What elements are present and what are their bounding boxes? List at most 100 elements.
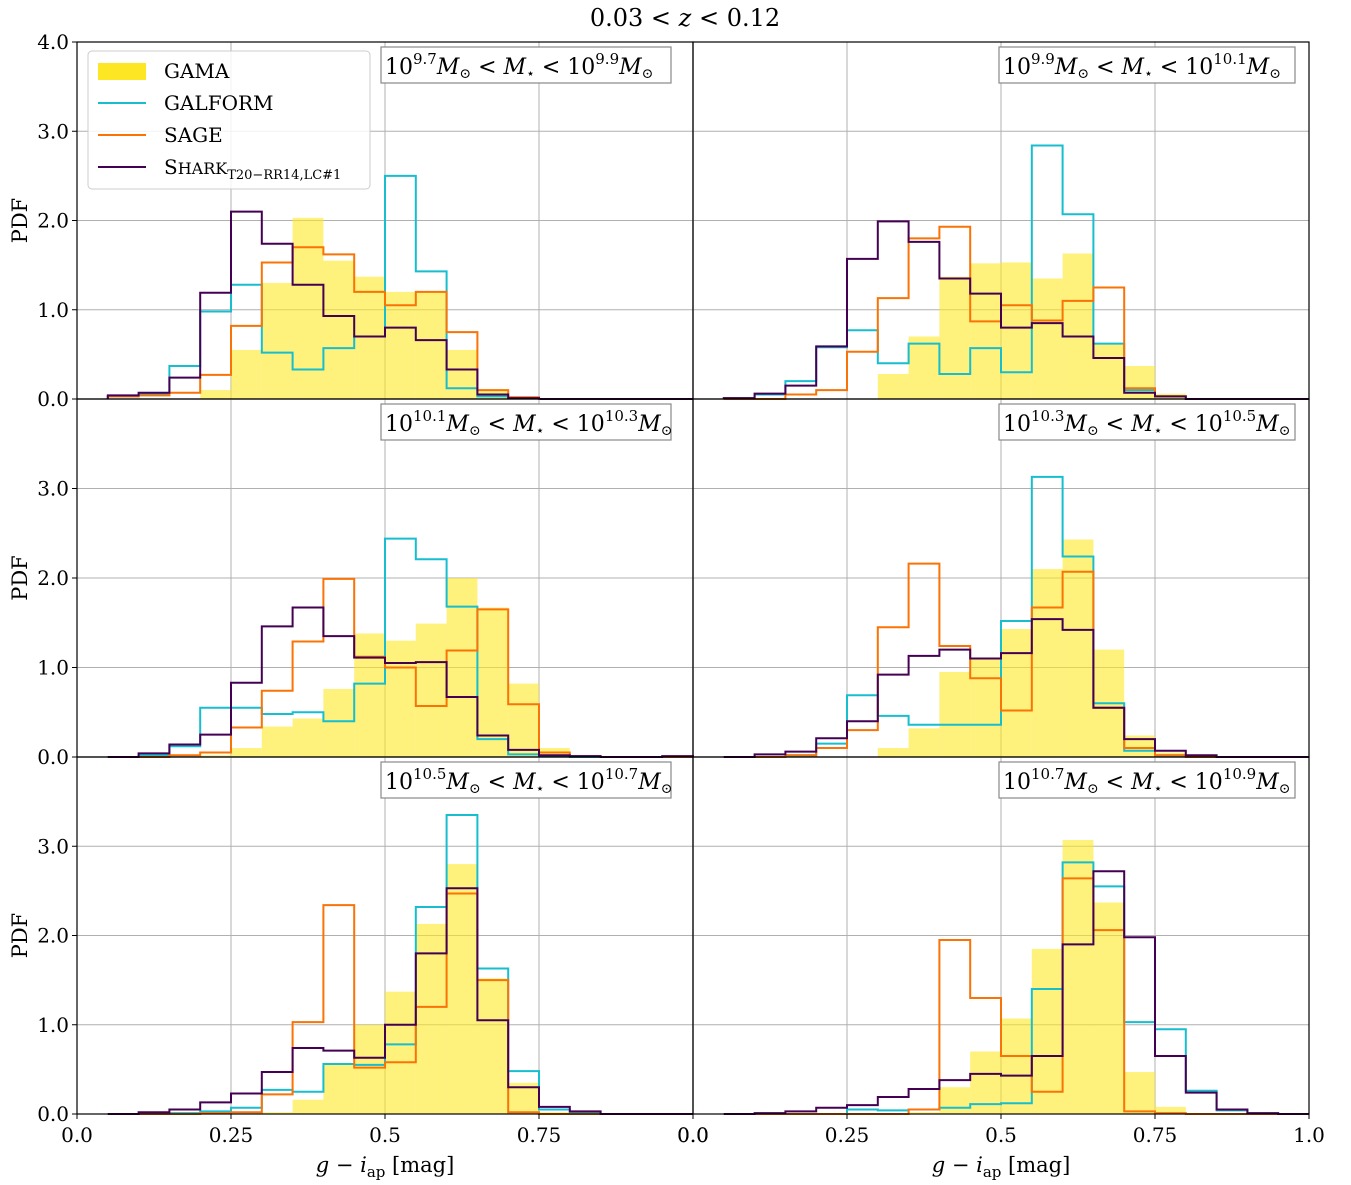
mass-bin-text: M (1063, 412, 1087, 437)
mass-bin-text: < (471, 55, 503, 80)
bar-gama (1031, 278, 1063, 399)
mass-bin-exponent: 9.7 (413, 50, 437, 68)
bar-gama (292, 217, 324, 399)
x-tick-label: 0.25 (209, 1123, 254, 1147)
bar-gama (231, 349, 262, 399)
bar-gama (1093, 343, 1125, 399)
bar-gama (939, 276, 971, 399)
bar-gama (939, 1087, 971, 1114)
mass-bin-exponent: 10.5 (1223, 407, 1256, 425)
mass-bin-text: M (1255, 412, 1279, 437)
y-tick-label: 2.0 (37, 566, 69, 590)
series-line-shark (107, 887, 693, 1115)
legend-label: SAGE (164, 123, 223, 147)
mass-bin-subscript: ⊙ (661, 423, 673, 439)
bar-gama (477, 607, 509, 757)
bar-gama (1093, 902, 1125, 1114)
y-tick-label: 3.0 (37, 477, 69, 501)
bar-gama (261, 282, 293, 399)
bar-gama (1062, 253, 1094, 399)
mass-bin-text: < 10 (544, 412, 604, 437)
mass-bin-text: 10 (385, 770, 413, 795)
bar-gama (292, 1099, 324, 1114)
mass-bin-box (998, 403, 1296, 441)
mass-bin-subscript: ⊙ (1087, 781, 1099, 797)
mass-bin-subscript: ⊙ (661, 781, 673, 797)
panel-middle-right: 1010.3M⊙ < M⋆ < 1010.5M⊙ (692, 398, 1310, 762)
x-tick-label: 0.0 (677, 1123, 709, 1147)
mass-bin-text: < 10 (1153, 55, 1213, 80)
y-axis-label: PDF (8, 913, 32, 959)
mass-bin-text: < (481, 770, 513, 795)
mass-bin-subscript: ⊙ (1279, 423, 1291, 439)
mass-bin-box (380, 46, 672, 84)
bar-gama (323, 1064, 355, 1114)
mass-bin-subscript: ⊙ (1269, 66, 1281, 82)
legend-label-text: S (164, 155, 178, 179)
mass-bin-label: 109.9M⊙ < M⋆ < 1010.1M⊙ (1003, 50, 1281, 82)
bar-gama (261, 726, 293, 757)
mass-bin-subscript: ⋆ (1144, 66, 1153, 82)
legend-label: GALFORM (164, 91, 274, 115)
y-tick-label: 1.0 (37, 1013, 69, 1037)
mass-bin-exponent: 10.3 (1031, 407, 1064, 425)
y-tick-label: 2.0 (37, 924, 69, 948)
y-tick-label: 0.0 (37, 745, 69, 769)
mass-bin-text: M (512, 770, 536, 795)
bar-gama (1062, 539, 1094, 757)
mass-bin-text: M (512, 412, 536, 437)
mass-bin-text: M (445, 770, 469, 795)
mass-bin-box (380, 761, 672, 799)
mass-bin-text: M (1054, 55, 1078, 80)
mass-bin-text: M (637, 412, 661, 437)
mass-bin-exponent: 10.3 (605, 407, 638, 425)
x-axis-label: g − iap [mag] (932, 1153, 1071, 1181)
mass-bin-label: 1010.1M⊙ < M⋆ < 1010.3M⊙ (385, 407, 672, 439)
mass-bin-exponent: 10.7 (1031, 765, 1064, 783)
y-tick-label: 3.0 (37, 834, 69, 858)
bar-gama (1124, 365, 1155, 399)
bar-gama (908, 336, 940, 399)
x-tick-label: 0.25 (825, 1123, 870, 1147)
bar-gama (1124, 1072, 1155, 1114)
mass-bin-subscript: ⊙ (1279, 781, 1291, 797)
legend-label-text: HARK (178, 159, 229, 178)
mass-bin-subscript: ⊙ (642, 66, 654, 82)
mass-bin-text: 10 (1003, 55, 1031, 80)
bar-gama (1155, 1106, 1186, 1114)
mass-bin-text: M (436, 55, 460, 80)
y-tick-label: 0.0 (37, 387, 69, 411)
mass-bin-exponent: 10.1 (413, 407, 446, 425)
mass-bin-text: M (445, 412, 469, 437)
mass-bin-text: < 10 (1162, 770, 1222, 795)
mass-bin-text: M (1246, 55, 1270, 80)
mass-bin-subscript: ⋆ (1154, 423, 1163, 439)
mass-bin-subscript: ⊙ (469, 781, 481, 797)
bar-gama (354, 633, 385, 757)
legend-label: SHARKT20−RR14,LC#1 (164, 155, 341, 183)
title-variable: z (678, 4, 692, 32)
mass-bin-exponent: 10.1 (1213, 50, 1246, 68)
x-tick-label: 0.5 (985, 1123, 1017, 1147)
bar-gama (908, 728, 940, 757)
x-axis-label-subscript: ap (983, 1163, 1002, 1181)
x-axis-label-variable: g (316, 1153, 329, 1177)
bar-gama (908, 1112, 940, 1114)
x-tick-label: 0.75 (517, 1123, 562, 1147)
mass-bin-text: < 10 (1162, 412, 1222, 437)
bar-gama (970, 263, 1001, 399)
x-axis-label-variable: g (932, 1153, 945, 1177)
bar-gama (323, 688, 355, 757)
x-axis-label-text: − (329, 1153, 360, 1177)
bar-gama (1001, 1018, 1032, 1114)
title-text-part: 0.03 < (590, 4, 679, 32)
bar-gama (415, 291, 447, 399)
bar-gama (477, 978, 509, 1114)
series-line-sage (723, 562, 1309, 758)
legend-label: GAMA (164, 59, 230, 83)
y-axis-label: PDF (8, 555, 32, 601)
